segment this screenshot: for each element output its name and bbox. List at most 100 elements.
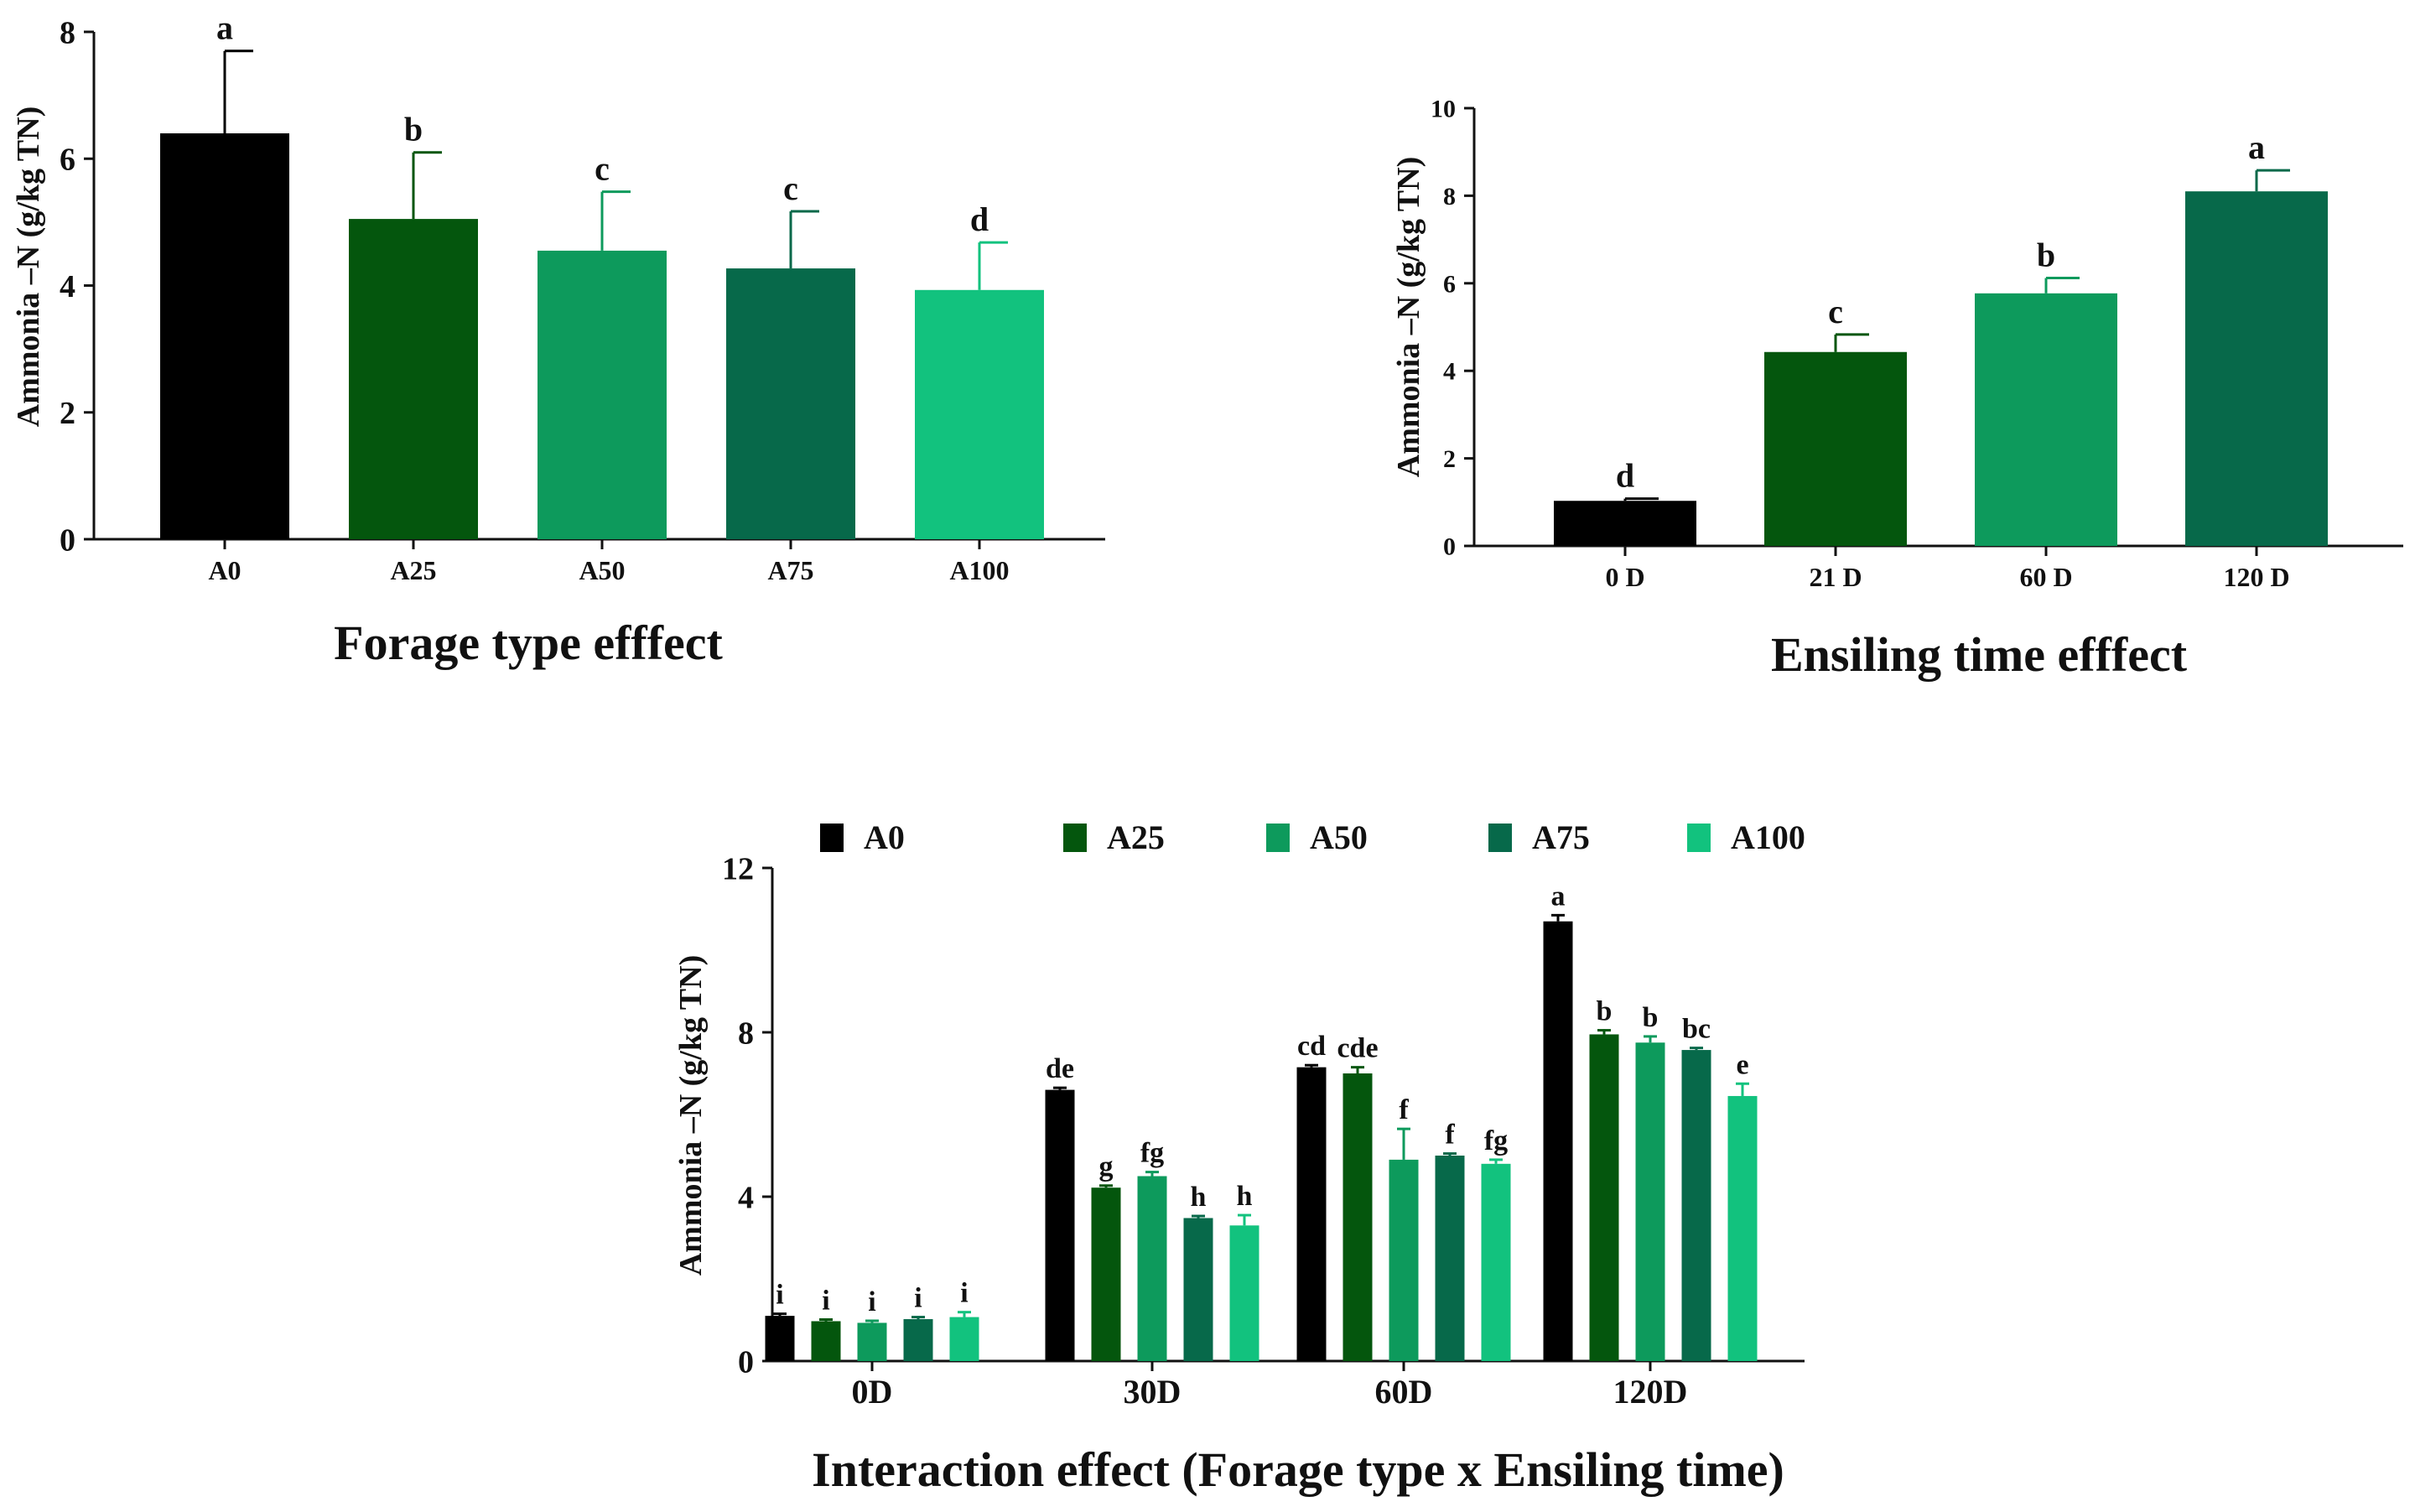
interaction-bar bbox=[857, 1322, 887, 1361]
time-xtick-label: 0 D bbox=[1605, 562, 1644, 592]
forage-bar bbox=[160, 133, 289, 539]
legend-label-a50: A50 bbox=[1310, 818, 1368, 856]
time-significance-letter: b bbox=[2037, 236, 2055, 274]
interaction-significance-letter: cde bbox=[1337, 1033, 1378, 1064]
legend-swatch-a100 bbox=[1687, 824, 1711, 852]
forage-xtick-label: A100 bbox=[949, 555, 1009, 585]
forage-bar bbox=[538, 250, 667, 539]
interaction-significance-letter: cd bbox=[1297, 1031, 1326, 1062]
forage-bar bbox=[349, 219, 478, 539]
interaction-bar bbox=[1435, 1156, 1465, 1361]
time-chart-title: Ensiling time efffect bbox=[1771, 627, 2188, 682]
legend-swatch-a50 bbox=[1266, 824, 1290, 852]
interaction-bar bbox=[1091, 1187, 1121, 1361]
legend-label-a0: A0 bbox=[864, 818, 905, 856]
forage-chart-ylabel: Ammonia –N (g/kg TN) bbox=[11, 107, 46, 428]
interaction-bar bbox=[811, 1321, 841, 1361]
interaction-significance-letter: bc bbox=[1682, 1014, 1711, 1045]
interaction-significance-letter: g bbox=[1099, 1151, 1114, 1182]
interaction-xtick-label: 60D bbox=[1375, 1373, 1433, 1411]
interaction-significance-letter: fg bbox=[1484, 1125, 1508, 1156]
forage-significance-letter: a bbox=[216, 9, 233, 47]
interaction-bar bbox=[1389, 1159, 1419, 1361]
forage-significance-letter: b bbox=[404, 111, 423, 148]
time-bar bbox=[1554, 501, 1696, 546]
time-ytick-label: 6 bbox=[1443, 270, 1456, 298]
forage-significance-letter: c bbox=[783, 169, 798, 207]
interaction-bar bbox=[1543, 921, 1573, 1361]
interaction-significance-letter: a bbox=[1551, 881, 1566, 912]
interaction-bar bbox=[1045, 1089, 1075, 1361]
interaction-bar bbox=[1727, 1095, 1758, 1361]
interaction-significance-letter: i bbox=[960, 1278, 968, 1309]
interaction-bar bbox=[1343, 1073, 1373, 1361]
interaction-ytick-label: 4 bbox=[738, 1180, 754, 1215]
interaction-bar bbox=[1481, 1163, 1511, 1361]
interaction-significance-letter: i bbox=[776, 1280, 783, 1311]
time-xtick-label: 21 D bbox=[1809, 562, 1862, 592]
legend-label-a75: A75 bbox=[1532, 818, 1590, 856]
forage-ytick-label: 6 bbox=[60, 143, 75, 178]
time-bar bbox=[1975, 293, 2117, 546]
forage-ytick-label: 0 bbox=[60, 522, 75, 558]
forage-bar bbox=[726, 268, 855, 539]
forage-ytick-label: 8 bbox=[60, 15, 75, 50]
interaction-bar bbox=[1296, 1067, 1327, 1361]
forage-xtick-label: A50 bbox=[579, 555, 625, 585]
legend-swatch-a25 bbox=[1063, 824, 1087, 852]
interaction-xtick-label: 120D bbox=[1613, 1373, 1688, 1411]
interaction-bar bbox=[1589, 1034, 1619, 1361]
forage-ytick-label: 4 bbox=[60, 269, 75, 304]
interaction-bar bbox=[949, 1317, 979, 1361]
legend-label-a100: A100 bbox=[1731, 818, 1805, 856]
legend-swatch-a0 bbox=[820, 824, 844, 852]
interaction-significance-letter: f bbox=[1399, 1094, 1409, 1125]
interaction-legend: A0 A25 A50 A75 A100 bbox=[820, 818, 1805, 856]
time-significance-letter: d bbox=[1616, 457, 1634, 495]
time-ytick-label: 0 bbox=[1443, 533, 1456, 561]
interaction-ytick-label: 8 bbox=[738, 1016, 754, 1051]
time-ytick-label: 4 bbox=[1443, 358, 1456, 386]
time-chart-ylabel: Ammonia –N (g/kg TN) bbox=[1391, 157, 1426, 478]
interaction-xtick-label: 0D bbox=[852, 1373, 893, 1411]
forage-bar bbox=[915, 289, 1044, 539]
forage-significance-letter: d bbox=[970, 200, 989, 238]
interaction-bar bbox=[765, 1316, 795, 1361]
time-ytick-label: 8 bbox=[1443, 183, 1456, 210]
legend-swatch-a75 bbox=[1488, 824, 1512, 852]
forage-significance-letter: c bbox=[595, 150, 610, 188]
time-significance-letter: c bbox=[1828, 293, 1843, 330]
interaction-significance-letter: i bbox=[822, 1286, 829, 1317]
forage-xtick-label: A75 bbox=[767, 555, 813, 585]
forage-ytick-label: 2 bbox=[60, 396, 75, 431]
interaction-significance-letter: h bbox=[1237, 1181, 1253, 1212]
time-xtick-label: 120 D bbox=[2223, 562, 2289, 592]
forage-chart-title: Forage type efffect bbox=[334, 616, 723, 670]
forage-xtick-label: A25 bbox=[390, 555, 436, 585]
ensiling-time-chart: Ammonia –N (g/kg TN) Ensiling time efffe… bbox=[1391, 96, 2403, 682]
interaction-chart-ylabel: Ammonia –N (g/kg TN) bbox=[673, 955, 709, 1276]
interaction-significance-letter: f bbox=[1445, 1120, 1455, 1151]
time-significance-letter: a bbox=[2248, 128, 2265, 166]
time-ytick-label: 10 bbox=[1431, 96, 1456, 123]
interaction-xtick-label: 30D bbox=[1124, 1373, 1182, 1411]
interaction-chart: Ammonia –N (g/kg TN) Interaction effect … bbox=[673, 818, 1805, 1497]
interaction-significance-letter: e bbox=[1736, 1049, 1748, 1080]
legend-label-a25: A25 bbox=[1107, 818, 1165, 856]
time-bar bbox=[2185, 191, 2328, 546]
interaction-bar bbox=[1137, 1176, 1167, 1361]
interaction-ytick-label: 0 bbox=[738, 1344, 754, 1380]
interaction-significance-letter: h bbox=[1191, 1182, 1207, 1213]
interaction-significance-letter: fg bbox=[1140, 1138, 1164, 1169]
interaction-significance-letter: b bbox=[1643, 1002, 1659, 1033]
forage-type-chart: Ammonia –N (g/kg TN) Forage type efffect… bbox=[11, 9, 1105, 670]
interaction-ytick-label: 12 bbox=[722, 851, 754, 886]
interaction-chart-title: Interaction effect (Forage type x Ensili… bbox=[812, 1442, 1784, 1497]
interaction-bar bbox=[1681, 1050, 1711, 1361]
interaction-significance-letter: b bbox=[1597, 996, 1613, 1027]
interaction-bar bbox=[1635, 1042, 1665, 1361]
interaction-significance-letter: i bbox=[868, 1286, 875, 1317]
forage-xtick-label: A0 bbox=[208, 555, 241, 585]
time-bar bbox=[1764, 351, 1907, 546]
